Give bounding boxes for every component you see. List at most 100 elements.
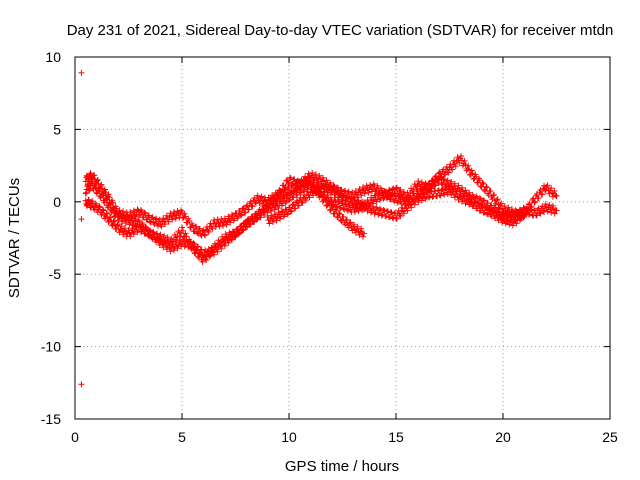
- data-point: [158, 236, 165, 243]
- data-point: [289, 182, 296, 189]
- data-point: [179, 224, 185, 231]
- y-tick-label: -10: [41, 339, 61, 355]
- x-tick-label: 10: [281, 429, 297, 445]
- data-point: [162, 221, 169, 228]
- data-point: [307, 174, 314, 181]
- data-point: [130, 231, 137, 238]
- data-point: [82, 190, 89, 197]
- y-tick-label: 10: [45, 49, 61, 65]
- data-point: [487, 188, 494, 195]
- data-point: [218, 245, 225, 252]
- data-point: [351, 196, 358, 203]
- data-point: [415, 178, 422, 185]
- data-point: [122, 220, 129, 227]
- data-point: [94, 176, 101, 183]
- data-point: [156, 216, 163, 223]
- data-point: [114, 222, 121, 229]
- data-point: [85, 197, 92, 204]
- data-point: [174, 245, 181, 252]
- data-point: [110, 205, 117, 212]
- data-point: [389, 214, 396, 221]
- data-point: [292, 205, 299, 212]
- data-point: [548, 185, 555, 192]
- data-point: [531, 199, 538, 206]
- data-point: [442, 171, 449, 178]
- data-point: [479, 203, 486, 210]
- data-point: [361, 190, 368, 197]
- data-point: [241, 220, 248, 227]
- data-point: [106, 194, 113, 201]
- data-point: [252, 199, 259, 205]
- data-point: [354, 223, 361, 230]
- data-point: [536, 209, 543, 216]
- data-point: [460, 192, 467, 199]
- data-point: [304, 188, 311, 195]
- data-point: [227, 231, 234, 238]
- data-point: [370, 197, 377, 204]
- data-point: [114, 221, 121, 228]
- data-point: [91, 172, 98, 179]
- data-point: [506, 221, 513, 228]
- data-point: [180, 238, 187, 245]
- series-5: [78, 69, 85, 388]
- data-point: [121, 225, 128, 232]
- data-point: [253, 214, 260, 221]
- data-point: [549, 202, 556, 209]
- data-point: [120, 208, 127, 215]
- data-point: [425, 194, 432, 201]
- data-point: [132, 218, 139, 225]
- data-point: [489, 208, 496, 215]
- data-point: [375, 191, 382, 198]
- data-point: [346, 200, 353, 207]
- data-point: [168, 235, 175, 242]
- data-point: [553, 207, 560, 214]
- data-point: [203, 257, 210, 264]
- data-point: [202, 232, 209, 239]
- data-point: [351, 221, 358, 228]
- data-point: [172, 215, 179, 222]
- data-point: [294, 198, 301, 205]
- data-point: [551, 210, 558, 217]
- data-point: [537, 210, 544, 217]
- data-point: [539, 191, 546, 198]
- data-point: [434, 187, 441, 194]
- data-point: [332, 206, 339, 213]
- data-point: [337, 216, 344, 223]
- data-point: [302, 197, 309, 204]
- outlier-point: [78, 69, 85, 76]
- data-point: [292, 181, 299, 188]
- data-points: [78, 69, 560, 388]
- data-point: [296, 189, 303, 196]
- data-point: [179, 214, 186, 221]
- data-point: [258, 211, 265, 218]
- data-point: [394, 199, 401, 206]
- data-point: [139, 223, 146, 230]
- data-point: [264, 214, 271, 221]
- data-point: [160, 244, 167, 251]
- data-point: [105, 202, 112, 209]
- y-tick-label: 5: [53, 121, 61, 137]
- data-point: [423, 193, 430, 200]
- data-point: [483, 184, 490, 191]
- data-point: [355, 197, 362, 204]
- data-point: [192, 246, 199, 253]
- data-point: [167, 248, 174, 255]
- data-point: [288, 183, 295, 190]
- data-point: [194, 229, 201, 236]
- data-point: [391, 210, 398, 217]
- data-point: [266, 220, 273, 227]
- data-point: [93, 202, 100, 209]
- data-point: [415, 199, 422, 206]
- data-point: [516, 217, 523, 224]
- data-point: [455, 182, 462, 189]
- data-point: [191, 228, 198, 235]
- data-point: [156, 241, 163, 248]
- data-point: [441, 176, 448, 183]
- data-point: [539, 203, 546, 210]
- data-point: [454, 154, 461, 161]
- data-point: [294, 185, 301, 192]
- data-point: [99, 206, 106, 213]
- data-point: [229, 234, 236, 241]
- data-point: [451, 180, 458, 187]
- data-point: [272, 198, 279, 205]
